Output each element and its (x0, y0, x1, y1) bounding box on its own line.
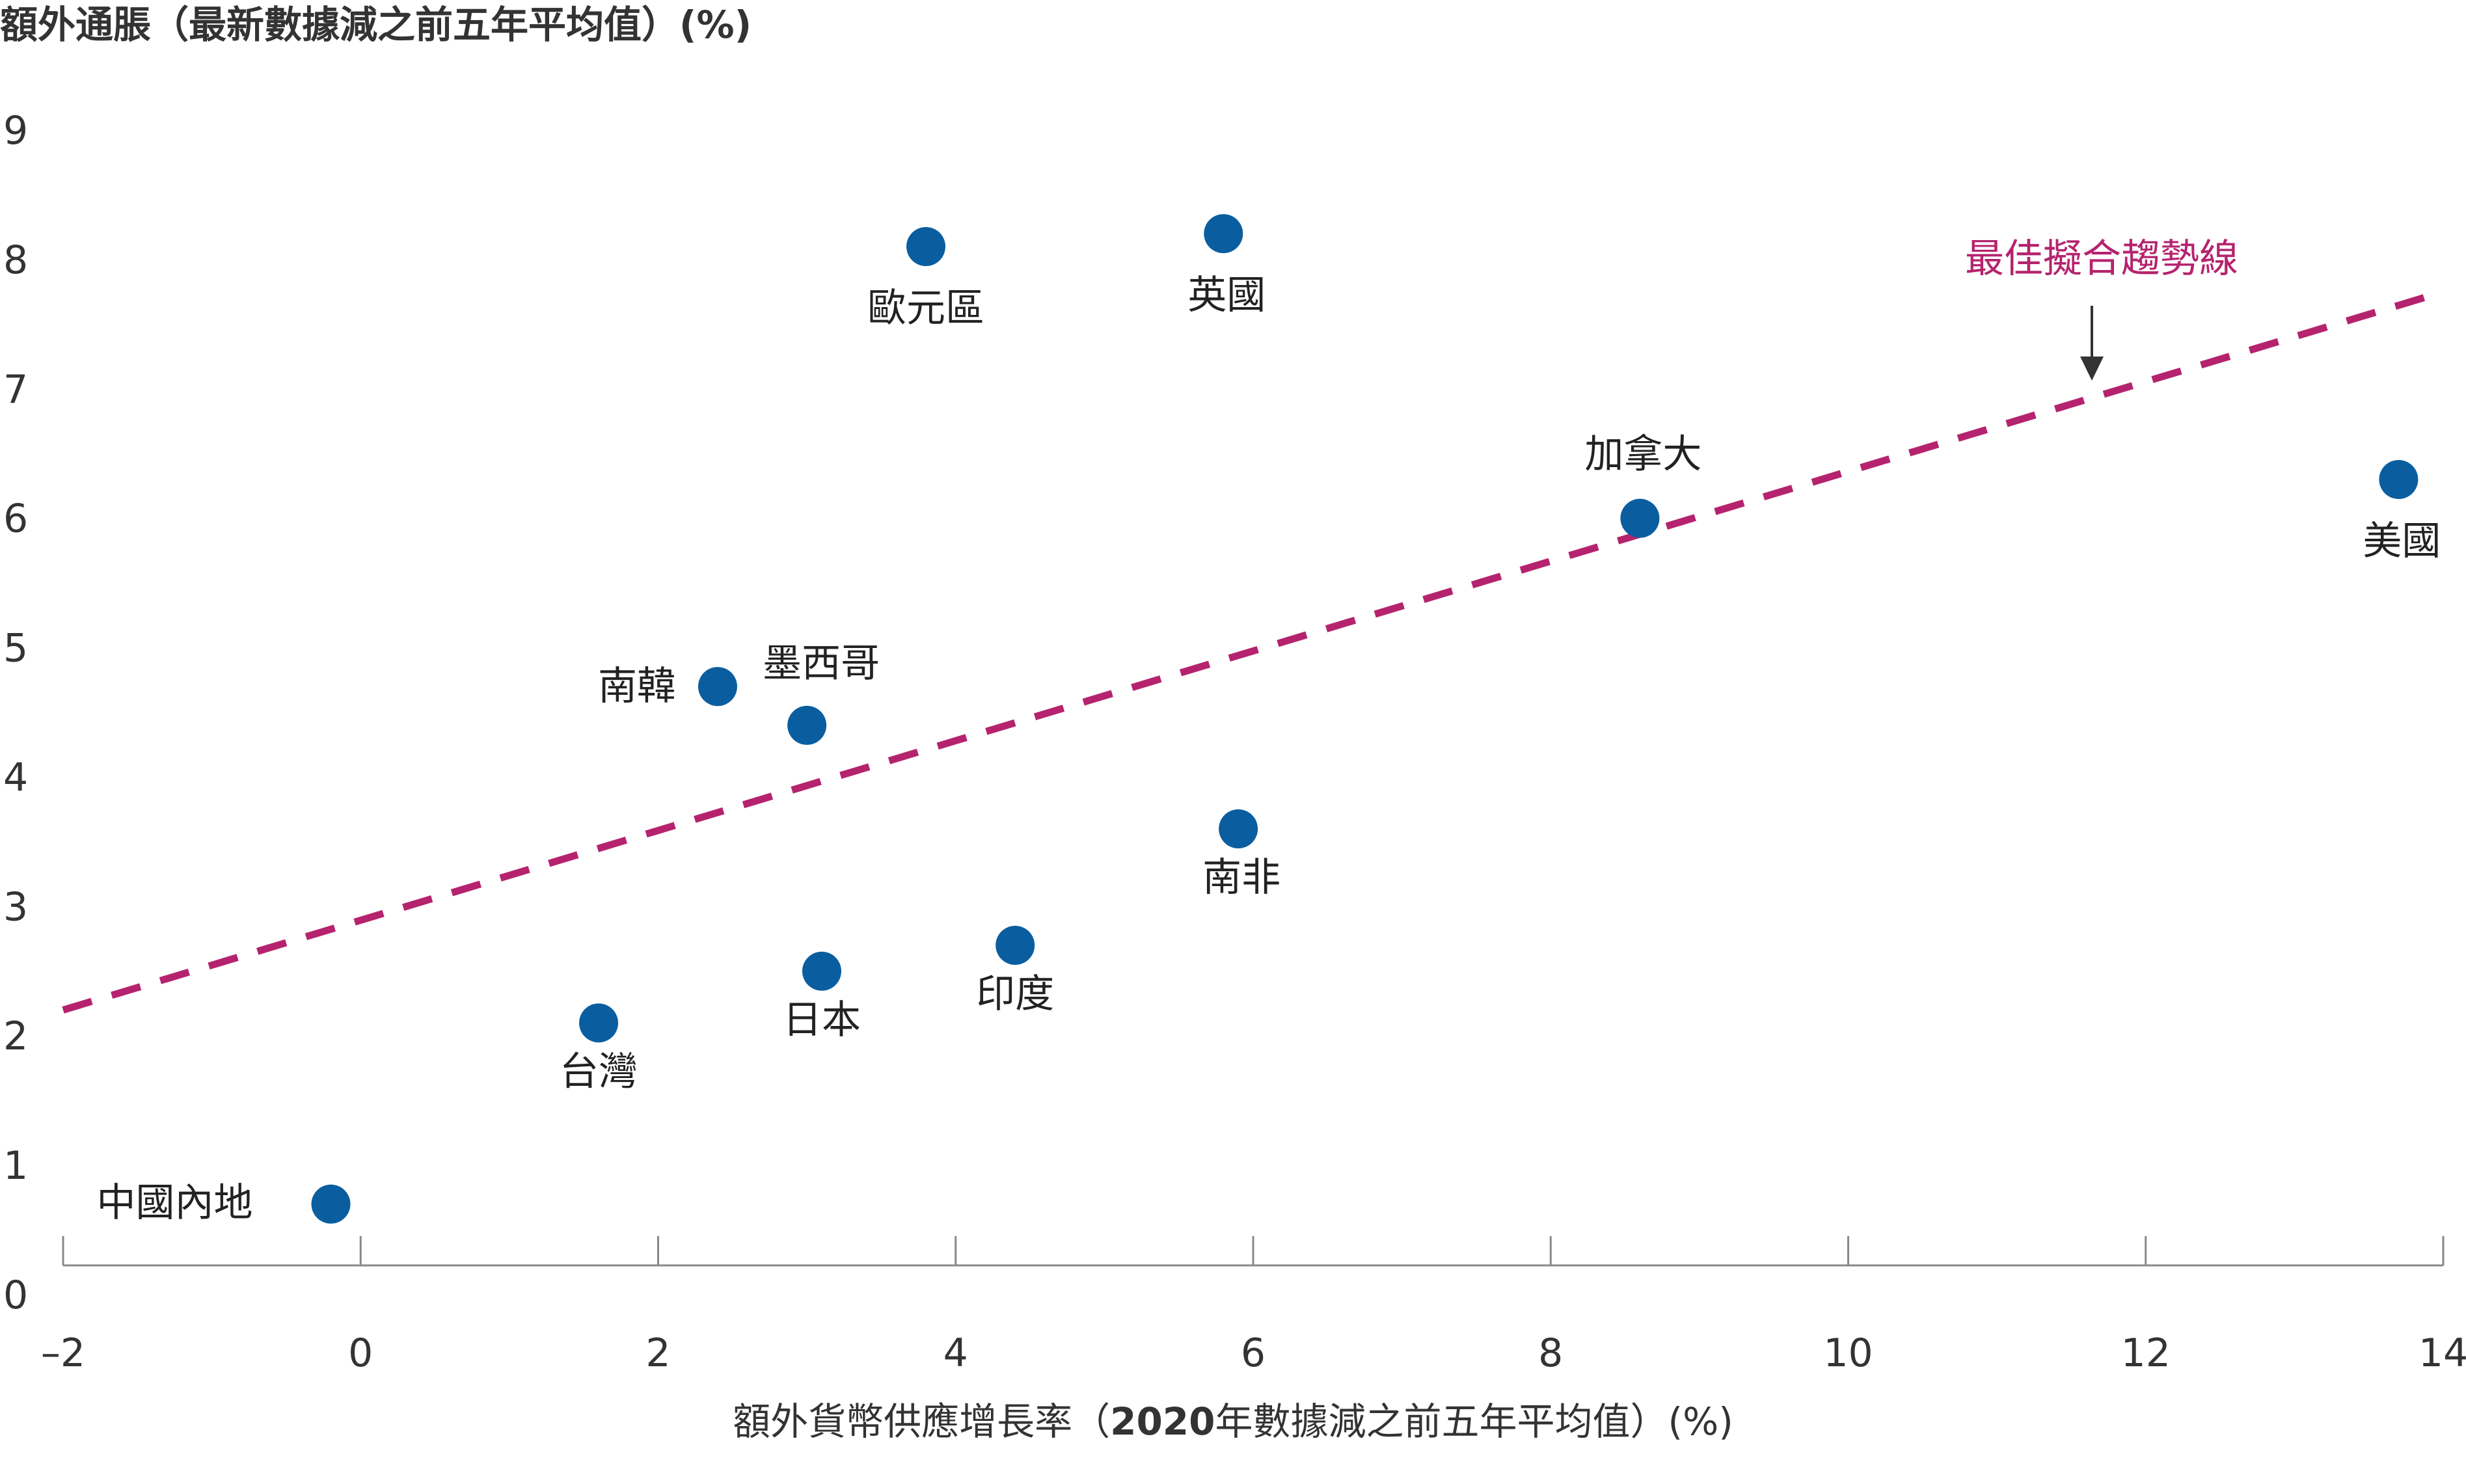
data-point (2379, 460, 2419, 499)
y-tick-label: 0 (3, 1273, 28, 1318)
data-point-label: 南非 (1202, 855, 1280, 900)
data-point-label: 台灣 (560, 1049, 638, 1094)
data-point (906, 227, 946, 266)
x-tick-label: 8 (1538, 1330, 1563, 1376)
data-point-label: 日本 (783, 997, 861, 1043)
trendline-label: 最佳擬合趨勢線 (1965, 236, 2238, 282)
data-point-label: 墨西哥 (763, 641, 880, 686)
data-point (996, 926, 1035, 965)
trendline-arrow-head (2080, 357, 2104, 381)
data-point (1204, 214, 1243, 254)
data-point (787, 705, 827, 745)
data-point-label: 歐元區 (867, 286, 984, 331)
data-point (698, 667, 737, 707)
data-point (311, 1184, 351, 1224)
x-axis-title-prefix: 額外貨幣供應增長率（ (733, 1399, 1110, 1444)
y-tick-label: 4 (3, 755, 28, 800)
y-tick-label: 5 (3, 626, 28, 671)
x-axis-title: 額外貨幣供應增長率（2020年數據減之前五年平均值）(%) (733, 1399, 1733, 1444)
x-axis-title-suffix: 年數據減之前五年平均值）(%) (1215, 1399, 1733, 1444)
y-tick-label: 9 (3, 108, 28, 154)
x-tick-label: 6 (1241, 1330, 1266, 1376)
y-axis-title: 額外通脹（最新數據減之前五年平均值）(%) (0, 3, 752, 47)
y-axis-ticks: 0 1 2 3 4 5 6 7 8 9 (3, 108, 28, 1318)
data-point-label: 印度 (976, 971, 1054, 1017)
x-axis: –2 0 2 4 6 8 10 12 14 (41, 1236, 2466, 1376)
data-point (579, 1003, 619, 1043)
data-point-label: 中國內地 (97, 1180, 253, 1226)
x-tick-label: 2 (645, 1330, 670, 1376)
trendline-group: 最佳擬合趨勢線 (62, 236, 2445, 1014)
data-point (1219, 809, 1258, 848)
x-tick-label: –2 (41, 1330, 85, 1376)
data-point-label: 加拿大 (1584, 432, 1701, 478)
x-tick-label: 4 (943, 1330, 968, 1376)
data-point (802, 951, 841, 991)
x-tick-label: 12 (2121, 1330, 2171, 1376)
x-axis-title-bold: 2020 (1110, 1399, 1215, 1444)
trendline (62, 288, 2445, 1014)
data-point-label: 英國 (1187, 273, 1266, 318)
y-tick-label: 8 (3, 237, 28, 283)
y-tick-label: 7 (3, 367, 28, 412)
y-tick-label: 6 (3, 496, 28, 542)
y-tick-label: 1 (3, 1143, 28, 1189)
data-point (1620, 498, 1660, 538)
x-tick-label: 0 (348, 1330, 373, 1376)
x-tick-label: 14 (2419, 1330, 2466, 1376)
x-tick-label: 10 (1823, 1330, 1873, 1376)
data-point-label: 南韓 (598, 664, 676, 709)
y-tick-label: 2 (3, 1014, 28, 1059)
data-point-label: 美國 (2363, 519, 2441, 564)
y-tick-label: 3 (3, 884, 28, 930)
